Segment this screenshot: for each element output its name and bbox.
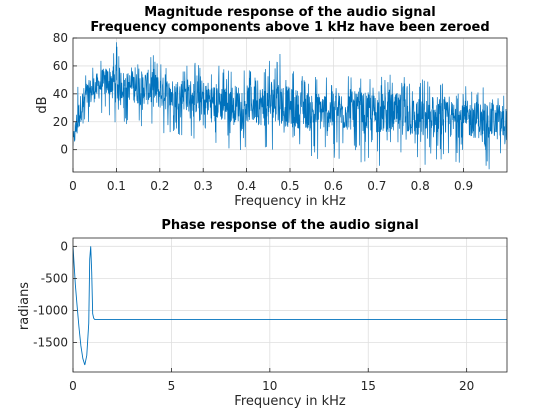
phase-x-tick-label: 20 — [459, 379, 474, 393]
magnitude-x-tick-label: 0.5 — [280, 179, 299, 193]
magnitude-ticks: 0 0.1 0.2 0.3 0.4 0.5 0.6 0.7 0.8 0.9 0 20 40 60 80 — [53, 31, 473, 193]
phase-y-tick-label: -1000 — [33, 303, 68, 317]
magnitude-axes: 0 0.1 0.2 0.3 0.4 0.5 0.6 0.7 0.8 0.9 0 20 40 60 80 Ma… — [35, 5, 508, 209]
phase-y-axis-label: radians — [17, 282, 32, 330]
magnitude-x-tick-label: 0.2 — [150, 179, 169, 193]
magnitude-x-axis-label: Frequency in kHz — [234, 194, 346, 209]
magnitude-series-line — [73, 42, 507, 170]
magnitude-y-tick-label: 0 — [60, 143, 68, 157]
magnitude-x-tick-label: 0 — [69, 179, 77, 193]
phase-ticks: 0 5 10 15 20 0 -500 -1000 -1500 — [33, 239, 474, 393]
phase-series-line — [73, 246, 507, 366]
phase-y-tick-label: 0 — [60, 239, 68, 253]
magnitude-y-tick-label: 40 — [53, 87, 68, 101]
magnitude-y-axis-label: dB — [35, 96, 50, 113]
phase-y-tick-label: -500 — [41, 271, 68, 285]
magnitude-x-tick-label: 0.4 — [237, 179, 256, 193]
phase-x-tick-label: 15 — [361, 379, 376, 393]
magnitude-line — [73, 42, 507, 170]
magnitude-x-tick-label: 0.7 — [367, 179, 386, 193]
magnitude-x-tick-label: 0.1 — [107, 179, 126, 193]
magnitude-x-tick-label: 0.8 — [411, 179, 430, 193]
phase-x-tick-label: 10 — [262, 379, 277, 393]
phase-x-tick-label: 0 — [69, 379, 77, 393]
phase-y-tick-label: -1500 — [33, 336, 68, 350]
magnitude-y-tick-label: 60 — [53, 59, 68, 73]
phase-x-tick-label: 5 — [168, 379, 176, 393]
magnitude-subtitle: Frequency components above 1 kHz have be… — [90, 20, 489, 35]
magnitude-x-tick-label: 0.9 — [454, 179, 473, 193]
phase-axes: 0 5 10 15 20 0 -500 -1000 -1500 Phase response o… — [17, 218, 508, 409]
phase-grid — [72, 238, 507, 372]
magnitude-x-tick-label: 0.3 — [194, 179, 213, 193]
magnitude-x-tick-label: 0.6 — [324, 179, 343, 193]
phase-plot-area — [73, 238, 507, 372]
magnitude-y-tick-label: 20 — [53, 115, 68, 129]
phase-title: Phase response of the audio signal — [161, 218, 418, 233]
phase-axes-box — [72, 237, 508, 373]
phase-line — [73, 246, 507, 366]
magnitude-title: Magnitude response of the audio signal — [144, 5, 436, 20]
magnitude-y-tick-label: 80 — [53, 31, 68, 45]
phase-x-axis-label: Frequency in kHz — [234, 394, 346, 409]
